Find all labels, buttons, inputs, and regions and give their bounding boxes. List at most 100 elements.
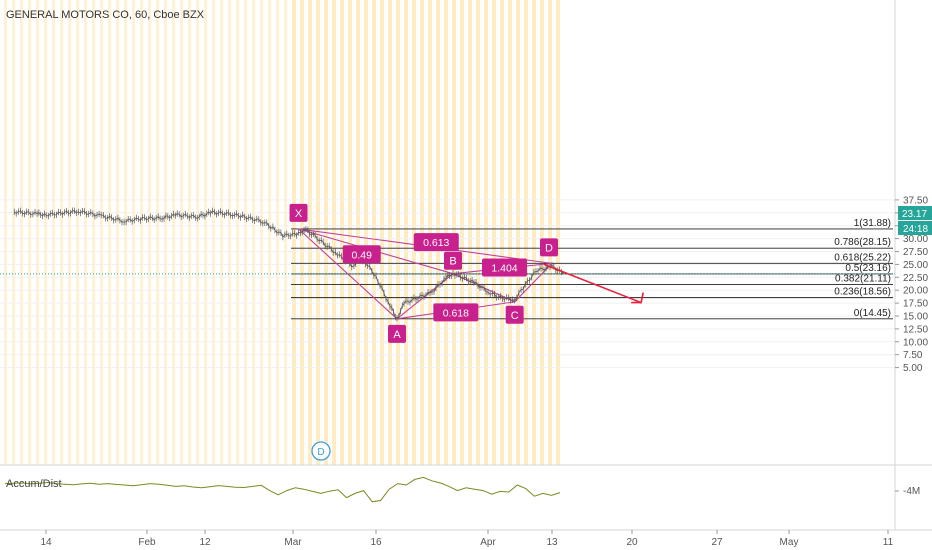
x-tick-label: Feb	[138, 537, 156, 548]
y-tick-label: 30.00	[903, 234, 928, 245]
fibonacci-levels: 1(31.88) 0.786(28.15) 0.618(25.22)0.5(23.1…	[0, 218, 895, 320]
y-tick-label: 7.50	[903, 350, 923, 361]
session-stripe	[364, 0, 368, 465]
session-stripe	[76, 0, 79, 465]
session-stripe	[460, 0, 464, 465]
time-scale[interactable]: 14 Feb 12 Mar 16 Apr 13 20 27 May 11	[40, 530, 894, 548]
session-stripe	[28, 0, 31, 465]
session-stripe	[436, 0, 440, 465]
session-stripe	[524, 0, 528, 465]
session-stripe	[476, 0, 480, 465]
last-price-tag: 23.17 24:18	[898, 206, 932, 235]
session-stripe	[252, 0, 255, 465]
indicator-pane	[4, 476, 899, 503]
point-box	[505, 305, 524, 324]
fib-label: 0.786(28.15)	[834, 237, 891, 248]
session-highlight-stripes	[4, 0, 560, 465]
point-box	[540, 238, 558, 257]
ratio-label: 0.613	[423, 237, 449, 249]
badge-letter: D	[317, 447, 324, 458]
session-stripe	[332, 0, 336, 465]
session-stripe	[228, 0, 231, 465]
dividend-badge[interactable]: D	[311, 441, 331, 461]
session-stripe	[468, 0, 472, 465]
y-tick-label: 10.00	[903, 337, 928, 348]
fib-label: 0.382(21.11)	[835, 273, 891, 284]
session-stripe	[348, 0, 352, 465]
session-stripe	[532, 0, 536, 465]
x-tick-label: May	[780, 537, 799, 548]
session-stripe	[204, 0, 207, 465]
session-stripe	[492, 0, 496, 465]
x-tick-label: 11	[883, 537, 894, 548]
session-stripe	[420, 0, 424, 465]
ratio-box	[482, 258, 527, 277]
session-stripe	[500, 0, 504, 465]
session-stripe	[404, 0, 408, 465]
ratio-label: 0.49	[352, 249, 373, 261]
x-tick-label: 12	[199, 537, 211, 548]
projection-arrow	[543, 263, 644, 304]
chart-title: GENERAL MOTORS CO, 60, Cboe BZX	[6, 9, 205, 21]
fib-label: 0(14.45)	[854, 308, 891, 319]
fib-label: 0.5(23.16)	[845, 263, 891, 274]
session-stripe	[556, 0, 560, 465]
session-stripe	[260, 0, 263, 465]
session-stripe	[124, 0, 127, 465]
ratio-label: 0.618	[443, 307, 469, 319]
session-stripe	[316, 0, 320, 465]
session-stripe	[220, 0, 223, 465]
point-box	[289, 203, 308, 222]
session-stripe	[268, 0, 271, 465]
session-stripe	[356, 0, 360, 465]
point-label: B	[449, 256, 456, 268]
ratio-box	[433, 303, 479, 322]
last-price-value: 23.17	[902, 209, 927, 220]
ratio-box	[413, 233, 459, 252]
y-tick-label: 22.50	[903, 273, 928, 284]
price-series	[13, 207, 564, 322]
fib-label: 0.618(25.22)	[834, 252, 891, 263]
x-tick-label: 27	[711, 537, 723, 548]
session-stripe	[484, 0, 488, 465]
y-tick-label: 27.50	[903, 247, 928, 258]
ratio-labels: 0.49 0.613 1.404 0.618	[342, 233, 527, 322]
accum-dist-line	[4, 476, 561, 503]
session-stripe	[244, 0, 247, 465]
session-stripe	[452, 0, 456, 465]
session-stripe	[340, 0, 344, 465]
session-stripe	[508, 0, 512, 465]
session-stripe	[36, 0, 39, 465]
session-stripe	[516, 0, 520, 465]
session-stripe	[132, 0, 135, 465]
fib-label: 1(31.88)	[854, 218, 891, 229]
session-stripe	[188, 0, 191, 465]
leg-xa	[298, 228, 398, 320]
point-label: X	[295, 208, 303, 220]
session-stripe	[12, 0, 15, 465]
indicator-axis-label: -4M	[903, 486, 920, 497]
x-tick-label: Apr	[480, 537, 496, 548]
indicator-name[interactable]: Accum/Dist	[6, 478, 62, 490]
session-stripe	[116, 0, 119, 465]
point-label: D	[545, 242, 553, 254]
session-stripe	[20, 0, 23, 465]
bar-countdown: 24:18	[903, 224, 928, 235]
session-stripe	[412, 0, 416, 465]
session-stripe	[548, 0, 552, 465]
session-stripe	[292, 0, 296, 465]
y-tick-label: 37.50	[903, 195, 928, 206]
y-tick-label: 17.50	[903, 299, 928, 310]
session-stripe	[4, 0, 7, 465]
session-stripe	[52, 0, 55, 465]
session-stripe	[148, 0, 151, 465]
price-line	[13, 210, 564, 319]
ratio-label: 1.404	[491, 263, 517, 275]
session-stripe	[212, 0, 215, 465]
x-tick-label: 13	[546, 537, 558, 548]
x-tick-label: 20	[626, 537, 638, 548]
session-stripe	[180, 0, 183, 465]
y-tick-label: 15.00	[903, 312, 928, 323]
session-stripe	[396, 0, 400, 465]
